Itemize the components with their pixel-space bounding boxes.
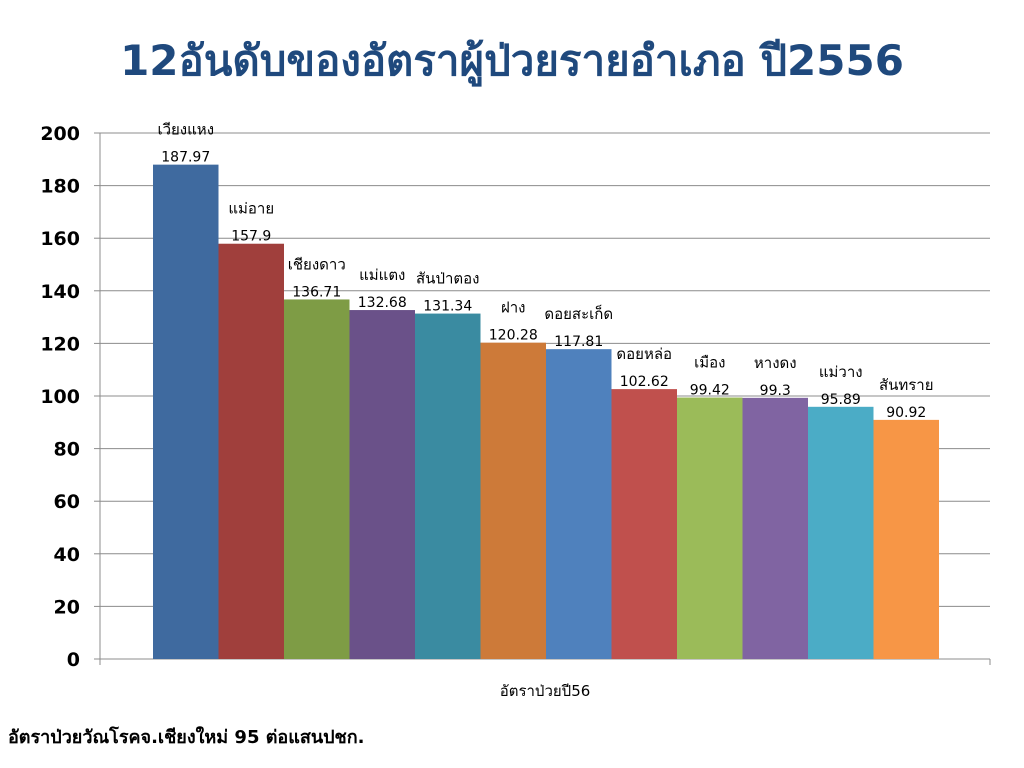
bar (808, 406, 874, 659)
bar (153, 164, 219, 659)
bar (284, 299, 350, 659)
category-label: สันป่าตอง (416, 270, 479, 288)
category-label: แม่อาย (228, 200, 274, 218)
value-label: 99.3 (760, 383, 791, 399)
y-tick-label: 20 (54, 596, 80, 618)
value-label: 136.71 (292, 284, 341, 300)
y-tick-label: 120 (40, 333, 80, 355)
bar (546, 349, 612, 659)
bar (873, 419, 939, 659)
bar (480, 342, 546, 659)
y-tick-label: 180 (40, 176, 80, 198)
category-label: แม่วาง (819, 363, 863, 381)
category-label: เชียงดาว (288, 255, 346, 273)
x-axis-label: อัตราป่วยปี56 (500, 682, 591, 700)
page-title: 12อันดับของอัตราผู้ป่วยรายอำเภอ ปี2556 (120, 36, 904, 85)
y-tick-label: 0 (67, 649, 80, 671)
y-tick-label: 200 (40, 123, 80, 145)
category-label: เวียงแหง (157, 121, 214, 139)
value-label: 95.89 (821, 392, 861, 408)
bar (677, 397, 743, 659)
y-tick-label: 60 (54, 491, 80, 513)
y-tick-label: 100 (40, 386, 80, 408)
category-label: ดอยหล่อ (616, 345, 672, 363)
value-label: 102.62 (620, 374, 669, 390)
bar (611, 389, 677, 659)
footnote: อัตราป่วยวัณโรคจ.เชียงใหม่ 95 ต่อแสนปชก. (8, 727, 365, 748)
category-label: หางดง (754, 354, 797, 372)
category-label: แม่แตง (359, 266, 405, 284)
bar (415, 313, 481, 659)
y-tick-label: 40 (54, 544, 80, 566)
y-tick-label: 80 (54, 439, 80, 461)
value-label: 187.97 (161, 150, 210, 166)
category-label: เมือง (694, 354, 725, 372)
value-label: 157.9 (231, 229, 271, 245)
value-label: 90.92 (886, 405, 926, 421)
y-tick-label: 140 (40, 281, 80, 303)
category-label: ดอยสะเก็ด (544, 304, 613, 323)
y-tick-label: 160 (40, 228, 80, 250)
value-label: 120.28 (489, 328, 538, 344)
value-label: 117.81 (554, 334, 603, 350)
bar (218, 243, 284, 659)
value-label: 99.42 (690, 383, 730, 399)
category-label: สันทราย (879, 376, 934, 394)
value-label: 131.34 (423, 299, 472, 315)
category-label: ฝาง (501, 299, 526, 317)
value-label: 132.68 (358, 295, 407, 311)
bar (742, 397, 808, 659)
chart-bars (153, 164, 939, 659)
value-labels: 187.97 157.9 136.71 132.68 131.34 120.28 117.8… (161, 150, 926, 421)
bar (349, 310, 415, 659)
